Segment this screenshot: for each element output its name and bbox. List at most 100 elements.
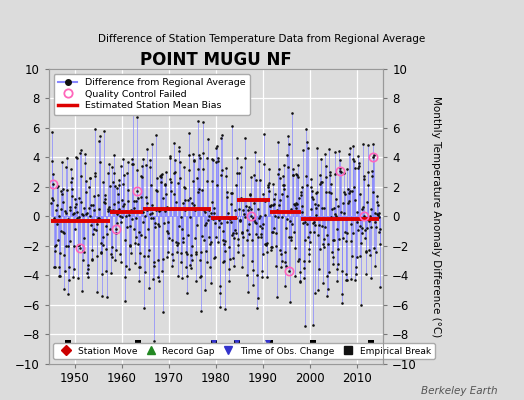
Point: [303, 145, 312, 151]
Point: [215, 304, 224, 310]
Point: [154, 220, 162, 227]
Point: [305, 258, 313, 264]
Point: [91, 173, 99, 180]
Point: [199, 166, 207, 172]
Point: [57, 188, 65, 194]
Point: [355, 162, 364, 169]
Point: [267, 244, 275, 250]
Point: [175, 144, 183, 150]
Point: [165, 206, 173, 212]
Point: [331, 149, 339, 156]
Point: [162, 168, 170, 175]
Point: [270, 200, 279, 207]
Point: [113, 185, 121, 191]
Point: [354, 226, 362, 233]
Point: [370, 245, 378, 251]
Point: [179, 239, 187, 246]
Point: [287, 237, 295, 243]
Point: [132, 215, 140, 222]
Point: [112, 230, 121, 236]
Point: [47, 200, 56, 206]
Point: [170, 170, 178, 176]
Point: [52, 220, 61, 227]
Point: [231, 206, 239, 213]
Point: [139, 156, 147, 163]
Point: [186, 214, 194, 220]
Point: [74, 242, 83, 248]
Point: [103, 294, 111, 300]
Point: [199, 119, 207, 126]
Point: [330, 236, 339, 243]
Point: [322, 232, 331, 238]
Point: [111, 257, 119, 263]
Point: [105, 161, 113, 168]
Point: [203, 155, 211, 162]
Point: [194, 118, 202, 124]
Point: [314, 232, 322, 239]
Point: [121, 237, 129, 244]
Point: [313, 202, 322, 208]
Point: [169, 191, 178, 198]
Point: [329, 237, 337, 243]
Point: [161, 182, 170, 188]
Point: [219, 237, 227, 243]
Point: [224, 278, 233, 284]
Point: [299, 147, 307, 153]
Point: [93, 221, 102, 228]
Point: [141, 194, 150, 200]
Point: [216, 283, 224, 289]
Point: [222, 194, 231, 200]
Point: [189, 178, 198, 184]
Point: [195, 155, 204, 162]
Point: [119, 172, 128, 178]
Point: [296, 278, 304, 285]
Point: [60, 230, 69, 236]
Point: [374, 202, 382, 208]
Point: [373, 198, 381, 205]
Point: [184, 167, 193, 173]
Point: [374, 214, 383, 220]
Point: [61, 243, 70, 250]
Point: [222, 173, 230, 180]
Point: [85, 184, 93, 190]
Point: [117, 258, 125, 265]
Point: [250, 217, 258, 223]
Point: [129, 198, 138, 204]
Point: [263, 239, 271, 246]
Point: [265, 188, 274, 194]
Point: [168, 237, 176, 243]
Point: [64, 291, 73, 297]
Point: [56, 250, 64, 256]
Point: [269, 229, 278, 235]
Point: [181, 207, 190, 213]
Point: [156, 173, 165, 180]
Point: [311, 201, 320, 207]
Point: [58, 191, 67, 197]
Point: [283, 133, 292, 139]
Point: [281, 258, 289, 265]
Point: [375, 229, 383, 236]
Point: [160, 220, 168, 226]
Point: [351, 165, 359, 172]
Point: [165, 218, 173, 225]
Point: [233, 155, 241, 161]
Point: [228, 190, 236, 196]
Point: [356, 253, 365, 260]
Point: [188, 199, 196, 206]
Point: [223, 188, 231, 195]
Point: [374, 211, 383, 218]
Point: [286, 298, 294, 305]
Point: [198, 187, 206, 194]
Point: [157, 174, 166, 180]
Point: [365, 218, 373, 224]
Point: [176, 158, 184, 165]
Point: [290, 229, 298, 236]
Point: [75, 194, 83, 201]
Point: [340, 170, 348, 176]
Point: [140, 252, 148, 259]
Point: [114, 198, 122, 205]
Point: [53, 183, 62, 189]
Point: [65, 264, 73, 270]
Point: [81, 150, 89, 157]
Point: [254, 234, 262, 240]
